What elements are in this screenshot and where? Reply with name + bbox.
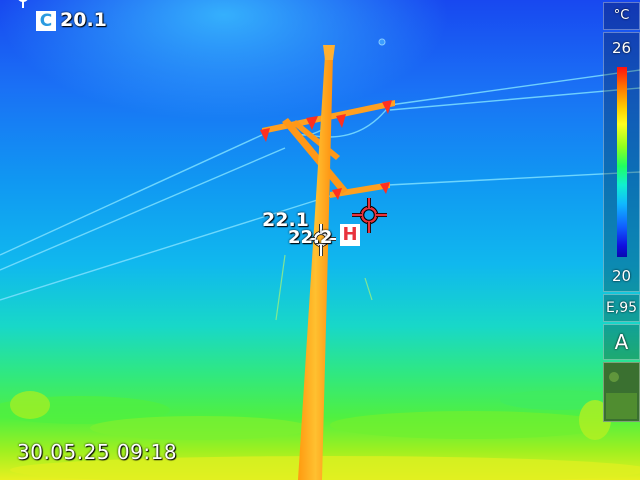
hot-spot-crosshair-icon <box>352 198 387 233</box>
side-panel: °C 26 20 E,95 A <box>601 0 640 480</box>
utility-pole <box>298 55 333 480</box>
cold-spot-value: 20.1 <box>60 9 107 31</box>
cold-spot-marker-icon <box>18 0 28 8</box>
pole-top <box>323 45 335 60</box>
power-lines <box>0 69 640 301</box>
emissivity-setting[interactable]: E,95 <box>603 294 640 322</box>
capture-timestamp: 30.05.25 09:18 <box>17 440 178 464</box>
range-mode-button[interactable]: A <box>603 324 640 360</box>
image-thumbnail-icon[interactable] <box>603 362 640 422</box>
reference-dot <box>378 38 386 46</box>
scale-max-value: 26 <box>611 39 632 57</box>
insulators <box>260 100 392 200</box>
crosshair-icon <box>306 224 336 256</box>
ground-vegetation <box>0 390 640 480</box>
cold-spot-badge: C <box>36 11 56 31</box>
hot-spot-badge: H <box>340 224 360 246</box>
spot-temperature-value: 22.1 <box>262 209 309 231</box>
scale-min-value: 20 <box>611 267 632 285</box>
temperature-scale[interactable]: 26 20 <box>603 32 640 292</box>
hanging-cables <box>275 254 373 321</box>
color-palette-bar <box>617 67 627 257</box>
temperature-unit[interactable]: °C <box>603 2 640 30</box>
center-temperature-value: 22.2 <box>288 227 333 248</box>
